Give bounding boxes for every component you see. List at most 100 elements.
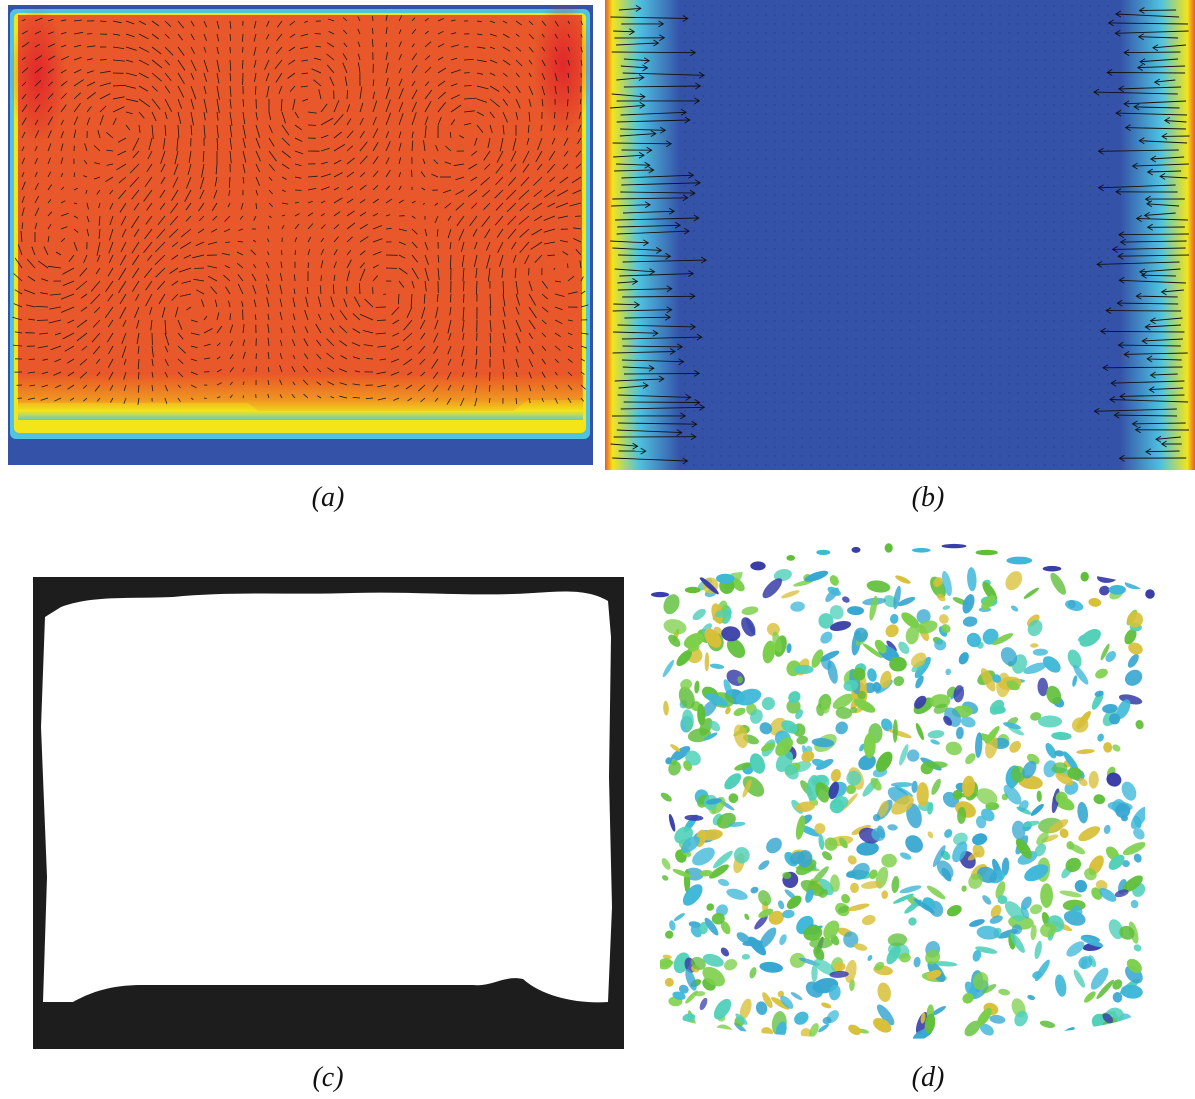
- vector-arrow: [143, 241, 153, 254]
- isosurface-blob: [744, 913, 750, 921]
- isosurface-blob: [934, 639, 947, 651]
- vector-arrow: [242, 150, 247, 163]
- vector-arrow: [291, 394, 296, 399]
- panel-d-isosurfaces: [660, 567, 1145, 1039]
- vector-arrow: [423, 293, 426, 304]
- vector-arrow: [515, 332, 521, 344]
- isosurface-blob: [881, 853, 897, 868]
- vector-arrow: [450, 69, 461, 74]
- vector-arrow: [267, 380, 270, 386]
- vector-arrow: [507, 228, 517, 240]
- vector-arrow: [268, 163, 276, 172]
- vector-arrow: [216, 325, 223, 334]
- vector-arrow: [241, 300, 244, 308]
- vector-arrow: [326, 352, 335, 360]
- vector-arrow: [187, 163, 192, 175]
- vector-arrow: [446, 371, 452, 380]
- isosurface-blob: [1076, 749, 1095, 755]
- isosurface-blob: [660, 792, 672, 802]
- vector-arrow: [1152, 44, 1186, 49]
- vector-arrow: [27, 275, 36, 282]
- vector-arrow: [329, 327, 335, 334]
- vector-arrowhead: [1149, 155, 1157, 163]
- vector-arrow: [119, 306, 127, 319]
- vector-arrow: [1147, 358, 1182, 361]
- vector-arrow: [619, 133, 656, 137]
- vector-arrow: [580, 20, 583, 26]
- vector-arrow: [398, 78, 403, 87]
- isosurface-blob: [706, 798, 722, 805]
- isosurface-blob: [1072, 675, 1078, 687]
- isosurface-blob: [750, 561, 766, 571]
- isosurface-blob: [846, 770, 862, 786]
- vector-arrow: [567, 275, 575, 282]
- isosurface-blob: [968, 873, 983, 889]
- isosurface-blob: [1032, 648, 1048, 656]
- vector-arrow: [294, 223, 300, 230]
- vector-arrow: [320, 147, 330, 152]
- vector-arrow: [180, 241, 192, 249]
- isosurface-blob: [661, 857, 671, 870]
- isosurface-blob: [913, 697, 934, 715]
- vector-arrow: [27, 371, 36, 374]
- isosurface-blob: [939, 614, 949, 624]
- vector-arrowhead: [1118, 454, 1125, 462]
- vector-arrow: [495, 163, 504, 174]
- vector-arrow: [195, 241, 205, 246]
- vector-arrow: [292, 98, 296, 111]
- vector-arrow: [21, 18, 26, 22]
- vector-arrow: [73, 44, 82, 48]
- vector-arrow: [47, 116, 54, 126]
- vector-arrow: [359, 130, 365, 139]
- vector-arrow: [385, 169, 391, 178]
- isosurface-blob: [1133, 827, 1145, 840]
- vector-arrow: [62, 280, 75, 287]
- isosurface-blob: [886, 640, 897, 652]
- vector-arrow: [131, 189, 140, 200]
- vector-arrow: [565, 124, 569, 131]
- vector-arrow: [385, 51, 388, 61]
- vector-arrow: [21, 81, 27, 87]
- isosurface-blob: [762, 992, 773, 1009]
- vector-arrow: [221, 253, 231, 256]
- vector-arrow: [499, 137, 504, 152]
- vector-arrow: [67, 384, 75, 390]
- isosurface-blob: [815, 782, 830, 803]
- vector-arrow: [121, 228, 127, 238]
- isosurface-blob: [857, 690, 866, 700]
- vector-arrow: [29, 384, 36, 387]
- vector-arrow: [229, 59, 232, 72]
- isosurface-blob: [899, 852, 912, 860]
- vector-arrow: [330, 296, 335, 308]
- vector-arrow: [459, 135, 465, 139]
- vector-arrow: [174, 306, 179, 318]
- vector-arrow: [359, 141, 368, 152]
- isosurface-blob: [709, 720, 721, 732]
- vector-arrowhead: [690, 49, 697, 57]
- vector-arrow: [198, 215, 205, 222]
- vector-arrow: [26, 304, 36, 308]
- vector-arrow: [474, 384, 478, 394]
- isosurface-blob: [848, 1024, 861, 1036]
- vector-arrow: [326, 53, 335, 61]
- vector-arrow: [385, 87, 391, 100]
- isosurface-blob: [759, 961, 783, 973]
- isosurface-blob: [829, 620, 852, 632]
- vector-arrow: [201, 299, 205, 308]
- vector-arrow: [294, 213, 300, 217]
- isosurface-blob: [668, 813, 676, 832]
- vector-arrow: [190, 72, 195, 80]
- isosurface-blob: [726, 888, 748, 900]
- vector-arrow: [420, 332, 426, 340]
- vector-arrow: [411, 228, 418, 235]
- vector-arrow: [578, 111, 582, 120]
- vector-arrow: [50, 345, 62, 351]
- isosurface-blob: [981, 595, 996, 611]
- vector-arrow: [515, 72, 520, 78]
- vector-arrow: [580, 276, 584, 282]
- vector-arrow: [515, 384, 518, 392]
- vector-arrow: [107, 319, 114, 328]
- isosurface-blob: [1065, 857, 1082, 873]
- isosurface-blob: [750, 886, 759, 894]
- vector-arrow: [120, 215, 127, 226]
